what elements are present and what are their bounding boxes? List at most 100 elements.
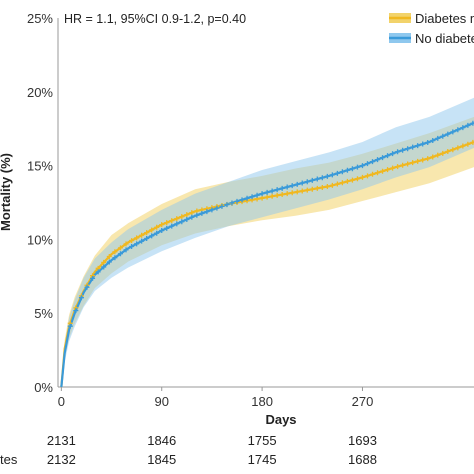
censor-mark: [329, 182, 335, 188]
censor-mark: [425, 156, 431, 162]
y-tick-label: 5%: [34, 306, 53, 321]
censor-mark: [149, 227, 155, 233]
censor-mark: [349, 166, 355, 172]
censor-mark: [129, 243, 135, 249]
chart-frame: [57, 18, 474, 388]
censor-mark: [294, 181, 300, 187]
y-axis-ticks: 0% 5% 10% 15% 20% 25%: [27, 11, 53, 395]
x-tick-label: 0: [58, 394, 65, 409]
censor-mark: [184, 216, 190, 222]
censor-mark: [405, 146, 411, 152]
confidence-band-no-diabetes: [61, 97, 474, 387]
risk-count: 1846: [147, 433, 176, 448]
censor-mark: [450, 147, 456, 153]
censor-mark: [179, 214, 185, 220]
censor-mark: [78, 295, 84, 301]
censor-mark: [264, 194, 270, 200]
censor-mark: [101, 259, 107, 265]
censor-mark: [144, 236, 150, 242]
censor-mark: [380, 168, 386, 174]
censor-mark: [139, 238, 145, 244]
censor-mark: [410, 160, 416, 166]
censor-mark: [370, 171, 376, 177]
censor-mark: [189, 210, 195, 216]
censor-mark: [204, 209, 210, 215]
censor-mark: [390, 165, 396, 171]
censor-marks-no-diabetes: [67, 120, 474, 329]
censor-marks: [67, 120, 474, 329]
y-tick-label: 20%: [27, 85, 53, 100]
x-axis-ticks: 0 90 180 270: [58, 387, 374, 409]
censor-mark: [159, 228, 165, 234]
censor-mark: [219, 203, 225, 209]
censor-mark: [209, 207, 215, 213]
censor-mark: [284, 184, 290, 190]
legend: Diabetes m No diabete: [389, 11, 474, 46]
censor-mark: [159, 222, 165, 228]
censor-mark: [370, 159, 376, 165]
x-axis-title: Days: [265, 412, 296, 427]
censor-mark: [339, 169, 345, 175]
censor-mark: [465, 122, 471, 128]
y-tick-label: 0%: [34, 380, 53, 395]
censor-mark: [430, 138, 436, 144]
censor-mark: [84, 284, 90, 290]
censor-mark: [420, 157, 426, 163]
censor-mark: [184, 212, 190, 218]
censor-mark: [112, 255, 118, 261]
censor-mark: [229, 200, 235, 206]
censor-mark: [129, 238, 135, 244]
censor-mark: [149, 233, 155, 239]
censor-mark: [354, 164, 360, 170]
censor-mark: [465, 141, 471, 147]
censor-mark: [334, 170, 340, 176]
censor-mark: [101, 264, 107, 270]
censor-mark: [445, 149, 451, 155]
risk-table: 2131 1846 1755 1693 tes 2132 1845 1745 1688: [0, 433, 377, 467]
censor-mark: [319, 175, 325, 181]
confidence-bands: [61, 97, 474, 387]
y-axis-title: Mortality (%): [0, 153, 13, 231]
censor-mark: [354, 176, 360, 182]
censor-mark: [269, 193, 275, 199]
censor-mark: [390, 151, 396, 157]
censor-mark: [95, 269, 101, 275]
censor-mark: [309, 186, 315, 192]
censor-mark: [334, 181, 340, 187]
censor-mark: [154, 224, 160, 230]
censor-mark: [385, 167, 391, 173]
censor-mark: [139, 232, 145, 238]
censor-mark: [73, 308, 79, 314]
risk-row-label: tes: [0, 452, 18, 467]
censor-mark: [106, 259, 112, 265]
x-tick-label: 270: [352, 394, 374, 409]
censor-mark: [470, 139, 474, 145]
censor-mark: [395, 149, 401, 155]
censor-mark: [249, 194, 255, 200]
censor-mark: [234, 198, 240, 204]
censor-mark: [385, 153, 391, 159]
y-tick-label: 10%: [27, 232, 53, 247]
y-tick-label: 15%: [27, 159, 53, 174]
censor-mark: [400, 162, 406, 168]
x-tick-label: 180: [251, 394, 273, 409]
censor-mark: [344, 178, 350, 184]
censor-mark: [174, 216, 180, 222]
x-tick-label: 90: [154, 394, 168, 409]
censor-mark: [329, 172, 335, 178]
risk-count: 2131: [47, 433, 76, 448]
censor-mark: [123, 247, 129, 253]
censor-mark: [239, 197, 245, 203]
censor-mark: [244, 195, 250, 201]
censor-mark: [299, 180, 305, 186]
censor-mark: [274, 187, 280, 193]
censor-mark: [440, 133, 446, 139]
censor-mark: [269, 188, 275, 194]
censor-mark: [470, 120, 474, 126]
censor-mark: [435, 152, 441, 158]
censor-mark: [169, 223, 175, 229]
censor-mark: [254, 192, 260, 198]
censor-mark: [304, 187, 310, 193]
censor-mark: [199, 210, 205, 216]
